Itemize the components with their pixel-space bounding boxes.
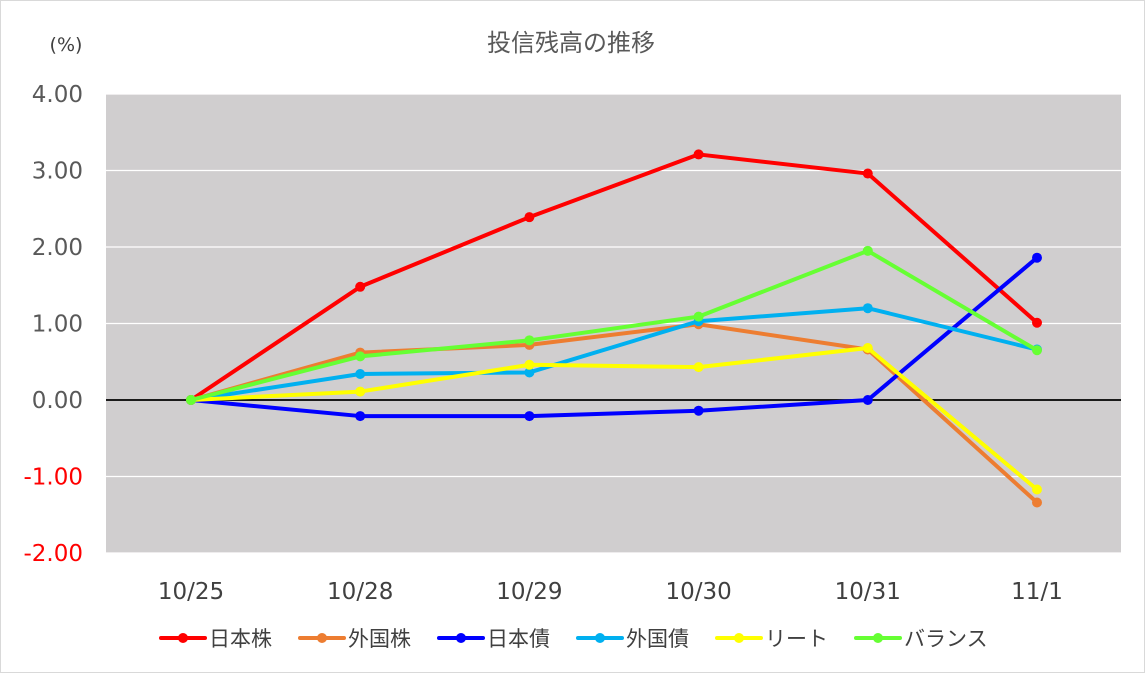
data-point	[1032, 317, 1042, 328]
series-line	[189, 255, 1039, 419]
data-point	[524, 367, 535, 378]
series-lines	[186, 149, 1042, 508]
data-point	[862, 168, 873, 179]
legend-item: バランス	[854, 627, 988, 651]
data-point	[355, 351, 366, 362]
data-point	[1032, 484, 1042, 495]
y-tick-label: 4.00	[32, 82, 83, 108]
series-line	[189, 248, 1039, 402]
legend-item: 日本株	[159, 627, 272, 651]
legend-swatch-marker	[595, 633, 605, 643]
legend-label: バランス	[904, 627, 988, 651]
series-バランス	[186, 245, 1042, 405]
legend-swatch-marker	[456, 633, 466, 643]
data-point	[524, 359, 535, 370]
x-tick-label: 10/28	[327, 579, 393, 605]
chart-title: 投信残高の推移	[487, 29, 655, 57]
data-point	[1032, 345, 1042, 356]
gridlines	[106, 93, 1121, 554]
series-line	[189, 306, 1039, 402]
data-point	[186, 395, 196, 405]
series-line	[189, 345, 1039, 492]
data-point	[355, 411, 366, 422]
legend-item: リート	[715, 627, 828, 651]
data-point	[524, 212, 535, 223]
y-tick-label: -2.00	[23, 541, 83, 567]
data-point	[524, 411, 535, 422]
legend-swatch-marker	[317, 633, 327, 643]
data-point	[524, 335, 535, 346]
x-tick-label: 10/31	[835, 579, 901, 605]
legend-label: 日本株	[209, 627, 272, 651]
legend-item: 日本債	[437, 627, 550, 651]
legend-swatch-marker	[873, 633, 883, 643]
legend-label: リート	[765, 627, 828, 651]
data-point	[355, 281, 366, 292]
legend-label: 外国債	[626, 627, 689, 651]
x-tick-label: 10/30	[665, 579, 731, 605]
x-tick-label: 10/25	[158, 579, 224, 605]
data-point	[862, 303, 873, 314]
data-point	[355, 386, 366, 397]
y-tick-label: 0.00	[32, 388, 83, 414]
legend: 日本株 外国株 日本債 外国債 リート バランス	[159, 627, 988, 651]
data-point	[355, 368, 366, 379]
y-tick-label: 2.00	[32, 235, 83, 261]
data-point	[862, 342, 873, 353]
legend-item: 外国債	[576, 627, 689, 651]
data-point	[693, 311, 704, 322]
y-axis-ticks: 4.00 3.00 2.00 1.00 0.00 -1.00 -2.00	[23, 82, 83, 567]
x-tick-label: 11/1	[1011, 579, 1063, 605]
y-tick-label: 3.00	[32, 159, 83, 185]
data-point	[1032, 497, 1042, 508]
data-point	[693, 362, 704, 373]
series-line	[189, 152, 1039, 402]
legend-label: 日本債	[487, 627, 550, 651]
data-point	[693, 149, 704, 160]
data-point	[862, 395, 873, 405]
data-point	[862, 245, 873, 256]
data-point	[1032, 252, 1042, 263]
data-point	[693, 405, 704, 416]
y-axis-unit-label: (%)	[50, 34, 83, 56]
x-axis-ticks: 10/25 10/28 10/29 10/30 10/31 11/1	[158, 579, 1063, 605]
x-tick-label: 10/29	[496, 579, 562, 605]
y-tick-label: -1.00	[23, 465, 83, 491]
legend-item: 外国株	[298, 627, 411, 651]
legend-swatch-marker	[734, 633, 744, 643]
legend-swatch-marker	[178, 633, 188, 643]
legend-label: 外国株	[348, 627, 411, 651]
y-tick-label: 1.00	[32, 312, 83, 338]
